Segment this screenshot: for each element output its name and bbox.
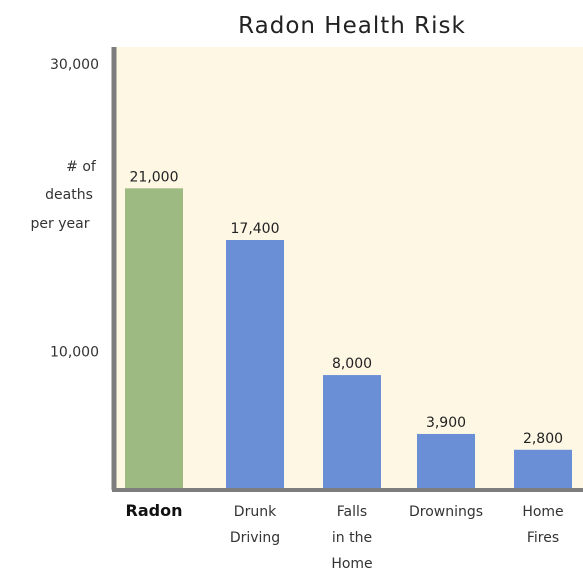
category-label: Home <box>522 504 563 520</box>
bar <box>226 240 284 490</box>
bar-value-label: 8,000 <box>332 356 372 372</box>
bar-value-label: 3,900 <box>426 415 466 431</box>
category-label: Home <box>331 556 372 572</box>
bar-value-label: 17,400 <box>231 221 280 237</box>
category-label: Radon <box>126 501 183 520</box>
category-label: Falls <box>337 504 367 520</box>
bar <box>514 449 572 490</box>
category-label: in the <box>332 530 372 546</box>
bar <box>417 433 475 490</box>
category-label: Fires <box>527 530 559 546</box>
bar-value-label: 2,800 <box>523 431 563 447</box>
y-axis-label: # of deaths per year <box>31 159 97 232</box>
y-axis-label-line: deaths <box>45 187 93 203</box>
value-labels: 21,000 17,400 8,000 3,900 2,800 <box>130 169 564 446</box>
category-labels: Radon Drunk Driving Falls in the Home Drowning… <box>126 501 564 572</box>
y-axis-label-line: per year <box>31 216 90 232</box>
category-label: Drunk <box>234 504 277 520</box>
bar-value-label: 21,000 <box>130 169 179 185</box>
bar <box>323 375 381 490</box>
bars <box>125 188 572 491</box>
chart-title: Radon Health Risk <box>238 13 466 39</box>
y-axis-label-line: # of <box>66 159 97 175</box>
ytick-labels: 30,000 10,000 <box>50 57 99 360</box>
category-label: Driving <box>230 530 280 546</box>
ytick-label: 30,000 <box>50 57 99 73</box>
ytick-label: 10,000 <box>50 344 99 360</box>
bar <box>125 188 183 491</box>
category-label: Drownings <box>409 504 483 520</box>
